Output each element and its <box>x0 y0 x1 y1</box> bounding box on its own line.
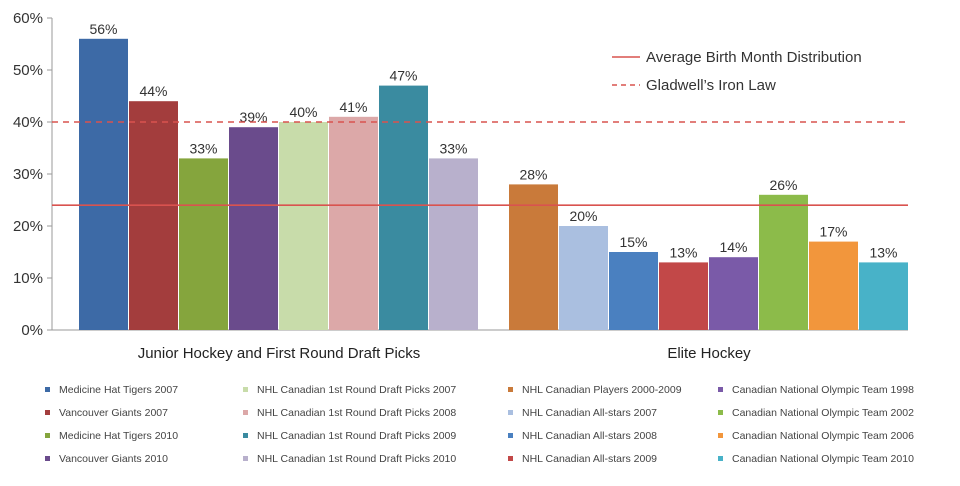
legend-swatch <box>508 410 513 415</box>
reference-legend-label: Average Birth Month Distribution <box>646 49 862 66</box>
bar <box>179 158 228 330</box>
x-category-label: Junior Hockey and First Round Draft Pick… <box>138 345 421 362</box>
bar <box>709 257 758 330</box>
legend-label: Medicine Hat Tigers 2007 <box>59 384 178 396</box>
y-tick-label: 0% <box>21 322 43 339</box>
data-label: 33% <box>439 140 467 156</box>
data-label: 13% <box>669 244 697 260</box>
legend-label: NHL Canadian 1st Round Draft Picks 2009 <box>257 430 456 442</box>
data-label: 20% <box>569 208 597 224</box>
data-label: 39% <box>239 109 267 125</box>
data-label: 56% <box>89 21 117 37</box>
bar <box>279 122 328 330</box>
bar <box>229 127 278 330</box>
legend-swatch <box>718 410 723 415</box>
legend-label: NHL Canadian All-stars 2009 <box>522 453 657 465</box>
legend-swatch <box>243 387 248 392</box>
legend-label: Canadian National Olympic Team 2010 <box>732 453 914 465</box>
bar <box>759 194 808 330</box>
reference-legend-label: Gladwell’s Iron Law <box>646 77 776 94</box>
legend-swatch <box>718 456 723 461</box>
y-tick-label: 40% <box>13 114 43 131</box>
legend-swatch <box>45 387 50 392</box>
data-label: 26% <box>769 177 797 193</box>
x-category-label: Elite Hockey <box>667 345 751 362</box>
legend-label: NHL Canadian All-stars 2007 <box>522 407 657 419</box>
data-label: 33% <box>189 140 217 156</box>
bar <box>609 252 658 330</box>
legend-swatch <box>508 387 513 392</box>
bar <box>659 262 708 330</box>
data-label: 28% <box>519 166 547 182</box>
data-label: 14% <box>719 239 747 255</box>
y-tick-label: 20% <box>13 218 43 235</box>
legend-label: Canadian National Olympic Team 2006 <box>732 430 914 442</box>
data-label: 44% <box>139 83 167 99</box>
legend-label: Vancouver Giants 2010 <box>59 453 168 465</box>
legend-swatch <box>718 387 723 392</box>
legend-label: Medicine Hat Tigers 2010 <box>59 430 178 442</box>
y-tick-label: 60% <box>13 10 43 27</box>
data-label: 40% <box>289 104 317 120</box>
data-label: 13% <box>869 244 897 260</box>
data-label: 47% <box>389 68 417 84</box>
legend-swatch <box>45 456 50 461</box>
bar <box>559 226 608 330</box>
legend-swatch <box>243 410 248 415</box>
legend-swatch <box>508 433 513 438</box>
legend-swatch <box>718 433 723 438</box>
legend-swatch <box>45 433 50 438</box>
data-label: 17% <box>819 224 847 240</box>
legend-label: NHL Canadian 1st Round Draft Picks 2008 <box>257 407 456 419</box>
legend-label: NHL Canadian All-stars 2008 <box>522 430 657 442</box>
bar <box>129 101 178 330</box>
bar <box>79 38 128 331</box>
legend-label: Canadian National Olympic Team 2002 <box>732 407 914 419</box>
y-tick-label: 30% <box>13 166 43 183</box>
data-label: 15% <box>619 234 647 250</box>
legend-label: NHL Canadian 1st Round Draft Picks 2010 <box>257 453 456 465</box>
bar <box>329 116 378 330</box>
bar <box>809 241 858 330</box>
legend-label: Canadian National Olympic Team 1998 <box>732 384 914 396</box>
legend-swatch <box>243 433 248 438</box>
data-label: 41% <box>339 99 367 115</box>
y-tick-label: 10% <box>13 270 43 287</box>
legend-swatch <box>508 456 513 461</box>
legend-swatch <box>45 410 50 415</box>
legend-swatch <box>243 456 248 461</box>
bar <box>379 85 428 330</box>
legend-label: NHL Canadian Players 2000-2009 <box>522 384 682 396</box>
legend-label: NHL Canadian 1st Round Draft Picks 2007 <box>257 384 456 396</box>
bar <box>429 158 478 330</box>
bar <box>509 184 558 330</box>
y-tick-label: 50% <box>13 62 43 79</box>
legend-label: Vancouver Giants 2007 <box>59 407 168 419</box>
bar <box>859 262 908 330</box>
